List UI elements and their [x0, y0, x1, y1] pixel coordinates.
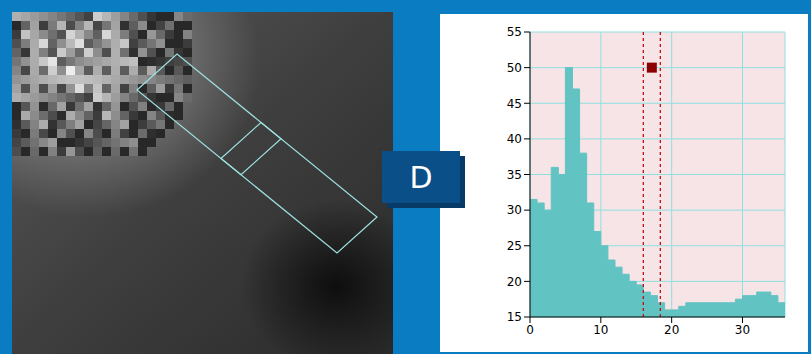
svg-text:30: 30	[735, 323, 750, 337]
svg-text:0: 0	[526, 323, 534, 337]
svg-text:45: 45	[507, 97, 522, 111]
svg-text:30: 30	[507, 203, 522, 217]
html-text:D: D	[409, 159, 433, 195]
svg-text:10: 10	[593, 323, 608, 337]
svg-text:25: 25	[507, 239, 522, 253]
svg-text:20: 20	[664, 323, 679, 337]
svg-text:55: 55	[507, 25, 522, 39]
svg-text:50: 50	[507, 61, 522, 75]
svg-text:40: 40	[507, 132, 522, 146]
svg-text:15: 15	[507, 310, 522, 324]
svg-text:20: 20	[507, 275, 522, 289]
svg-text:35: 35	[507, 168, 522, 182]
